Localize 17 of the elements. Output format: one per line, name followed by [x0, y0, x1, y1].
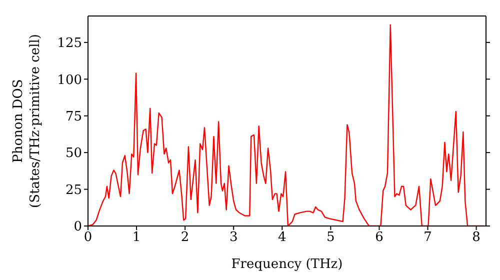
x-tick-label: 0	[84, 230, 92, 246]
y-tick-label: 75	[65, 109, 82, 124]
y-tick-label: 50	[65, 146, 82, 162]
x-tick-label: 8	[472, 230, 480, 246]
x-tick-label: 4	[278, 230, 286, 246]
x-tick-label: 1	[132, 230, 141, 246]
y-tick-label: 100	[57, 72, 82, 88]
x-axis-title: Frequency (THz)	[231, 257, 343, 272]
x-tick-label: 3	[229, 230, 238, 246]
y-tick-label: 125	[57, 36, 82, 52]
y-axis-title: Phonon DOS (States/THz·primitive cell)	[11, 34, 43, 208]
y-tick-label: 0	[74, 220, 82, 235]
y-tick-label: 25	[65, 182, 82, 198]
x-tick-label: 7	[424, 230, 432, 246]
x-tick-label: 2	[180, 230, 190, 246]
x-tick-label: 6	[375, 230, 384, 246]
x-tick-label: 5	[326, 230, 335, 246]
